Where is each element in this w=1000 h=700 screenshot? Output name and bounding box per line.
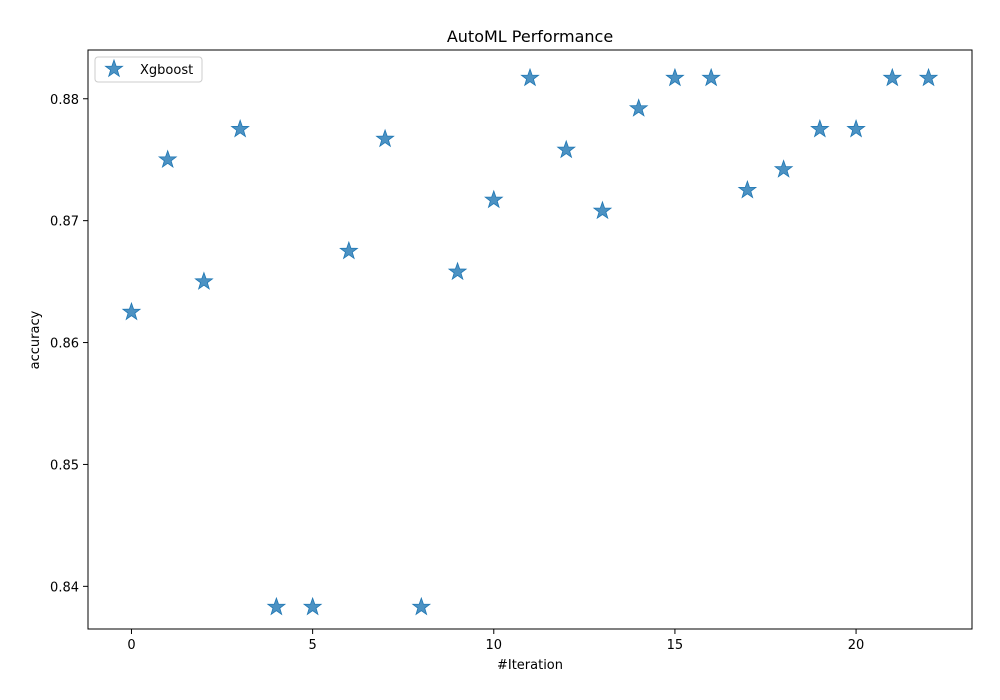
data-point (157, 149, 178, 168)
data-point (846, 119, 866, 138)
y-axis: 0.84 0.85 0.86 0.87 0.88 (50, 93, 88, 595)
data-point (339, 240, 359, 260)
data-point (665, 67, 685, 87)
data-point (628, 98, 649, 117)
x-axis: 0 5 10 15 20 (127, 629, 864, 653)
data-point (556, 139, 576, 159)
legend-marker-xgboost (104, 58, 124, 78)
data-point (447, 261, 468, 281)
data-point (121, 301, 142, 321)
data-point (484, 189, 504, 209)
data-point (230, 119, 250, 138)
data-point (302, 596, 323, 616)
data-point (194, 271, 214, 290)
data-point (737, 179, 758, 199)
data-point (701, 67, 721, 87)
data-point (375, 128, 395, 148)
x-tick-label: 20 (848, 638, 865, 653)
y-axis-label: accuracy (28, 310, 43, 369)
x-tick-label: 15 (667, 638, 684, 653)
y-tick-label: 0.85 (50, 458, 79, 473)
data-point (918, 67, 939, 87)
x-axis-label: #Iteration (497, 658, 563, 673)
data-point (882, 67, 903, 87)
legend-label-xgboost: Xgboost (140, 63, 193, 78)
x-tick-label: 0 (127, 638, 135, 653)
y-tick-label: 0.84 (50, 580, 79, 595)
legend-box (94, 56, 203, 83)
data-point (592, 200, 613, 220)
x-tick-label: 5 (308, 638, 316, 653)
data-point (810, 119, 830, 138)
data-point (773, 159, 794, 178)
y-tick-label: 0.86 (50, 337, 79, 352)
data-point (520, 67, 540, 87)
legend: Xgboost (94, 56, 203, 83)
data-point (266, 596, 287, 616)
data-point (411, 596, 432, 616)
chart-title: AutoML Performance (447, 27, 613, 46)
data-points (121, 67, 939, 616)
y-tick-label: 0.88 (50, 93, 79, 108)
x-tick-label: 10 (485, 638, 502, 653)
y-tick-label: 0.87 (50, 215, 79, 230)
plot-area (87, 49, 973, 630)
